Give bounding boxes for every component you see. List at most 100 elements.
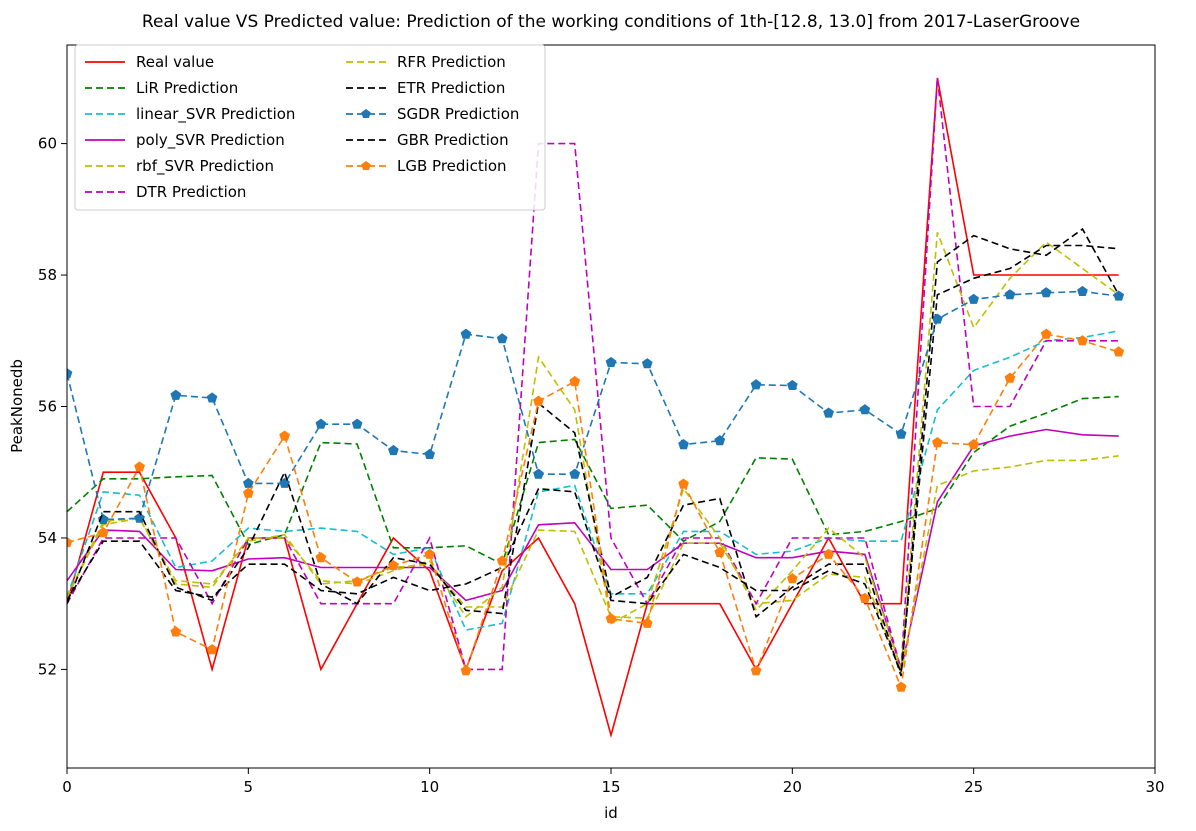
data-point (678, 478, 689, 489)
data-point (315, 552, 327, 563)
legend-item: LGB Prediction (346, 157, 507, 175)
legend-marker (361, 161, 371, 170)
data-point (460, 328, 472, 339)
x-axis: 0 5 10 15 20 25 30 (62, 768, 1165, 796)
data-point (279, 477, 290, 488)
data-point (351, 576, 363, 587)
legend-box (74, 44, 546, 211)
x-tick-label: 10 (420, 778, 439, 796)
series-poly-svr-prediction (67, 428, 1119, 673)
legend-label: poly_SVR Prediction (136, 131, 285, 150)
data-point (1004, 372, 1016, 383)
data-point (496, 555, 508, 566)
chart-title: Real value VS Predicted value: Predictio… (142, 12, 1080, 32)
y-axis-label: PeakNonedb (8, 359, 26, 453)
y-tick-label: 52 (38, 660, 57, 678)
data-point (170, 626, 182, 637)
series-line-gbr-prediction (67, 227, 1120, 677)
y-tick-label: 56 (38, 398, 57, 416)
data-point (787, 379, 798, 390)
series-gbr-prediction (67, 227, 1120, 677)
series-layer (67, 77, 1125, 739)
data-point (1004, 289, 1016, 300)
data-point (859, 592, 871, 603)
data-point (750, 379, 762, 390)
data-point (533, 395, 544, 406)
legend-item: rbf_SVR Prediction (85, 157, 274, 176)
data-point (641, 358, 653, 369)
data-point (714, 546, 726, 557)
data-point (97, 527, 109, 538)
y-tick-label: 60 (38, 135, 57, 153)
data-point (496, 333, 508, 344)
data-point (968, 438, 979, 450)
data-point (932, 436, 943, 448)
data-point (206, 644, 218, 655)
series-lgb-prediction (67, 328, 1125, 692)
series-rbf-svr-prediction (67, 455, 1119, 676)
x-axis-label: id (604, 804, 618, 822)
x-tick-label: 25 (964, 778, 983, 796)
legend-item: ETR Prediction (346, 79, 505, 97)
series-line-lir-prediction (67, 395, 1119, 566)
data-point (206, 392, 218, 403)
series-lir-prediction (67, 395, 1119, 566)
data-point (750, 665, 762, 676)
series-etr-prediction (67, 244, 1119, 674)
data-point (424, 548, 435, 559)
series-line-real-value (67, 77, 1119, 739)
data-point (243, 477, 254, 488)
legend-item: GBR Prediction (346, 131, 509, 149)
data-point (67, 367, 73, 379)
series-real-value (67, 77, 1119, 739)
data-point (1077, 285, 1088, 296)
legend-label: ETR Prediction (397, 79, 505, 97)
data-point (678, 438, 689, 450)
y-tick-label: 54 (38, 529, 57, 547)
data-point (279, 430, 290, 441)
series-line-linear-svr-prediction (67, 330, 1119, 631)
series-line-rbf-svr-prediction (67, 455, 1119, 676)
legend-marker (361, 109, 371, 118)
series-line-dtr-prediction (67, 77, 1119, 671)
data-point (787, 573, 798, 584)
series-dtr-prediction (67, 77, 1119, 671)
data-point (170, 389, 182, 400)
legend-label: SGDR Prediction (397, 105, 519, 123)
data-point (641, 617, 653, 628)
data-point (1040, 287, 1052, 298)
legend-item: RFR Prediction (346, 53, 506, 71)
data-point (460, 665, 472, 676)
data-point (569, 375, 581, 387)
series-linear-svr-prediction (67, 330, 1119, 631)
legend-label: Real value (136, 53, 214, 71)
legend-label: GBR Prediction (397, 131, 509, 149)
legend-label: LiR Prediction (136, 79, 238, 97)
data-point (243, 487, 254, 498)
data-point (823, 407, 834, 418)
data-point (1113, 346, 1125, 357)
data-point (932, 313, 943, 324)
legend-label: linear_SVR Prediction (136, 105, 295, 124)
legend-item: Real value (85, 53, 214, 71)
series-line-lgb-prediction (67, 333, 1119, 691)
data-point (388, 559, 399, 571)
data-point (605, 613, 617, 624)
data-point (1113, 290, 1125, 301)
x-tick-label: 30 (1145, 778, 1164, 796)
data-point (67, 536, 73, 548)
data-point (315, 418, 327, 429)
legend-label: DTR Prediction (136, 183, 246, 201)
data-point (895, 428, 907, 439)
data-point (134, 461, 145, 472)
data-point (714, 435, 726, 446)
data-point (424, 448, 435, 459)
data-point (605, 356, 617, 367)
data-point (1040, 328, 1052, 339)
legend-item: SGDR Prediction (346, 105, 519, 123)
y-tick-label: 58 (38, 266, 57, 284)
data-point (968, 293, 979, 304)
data-point (895, 681, 907, 692)
legend-item: DTR Prediction (85, 183, 246, 201)
